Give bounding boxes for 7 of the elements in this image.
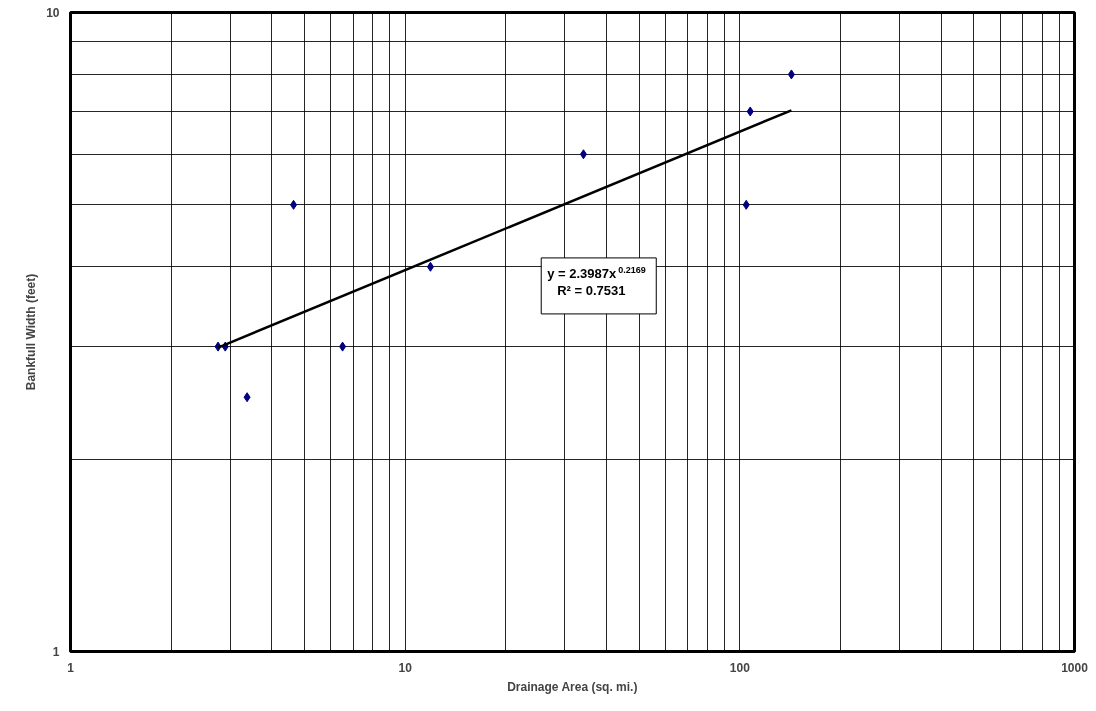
x-tick-label: 1 xyxy=(67,660,75,675)
x-tick-label: 1000 xyxy=(1061,660,1089,675)
x-tick-label: 10 xyxy=(398,660,413,675)
x-tick-label: 100 xyxy=(729,660,751,675)
y-axis-title: Bankfull Width (feet) xyxy=(24,273,39,391)
annotation: R² = 0.7531 xyxy=(557,282,626,298)
x-axis-title: Drainage Area (sq. mi.) xyxy=(507,679,638,694)
